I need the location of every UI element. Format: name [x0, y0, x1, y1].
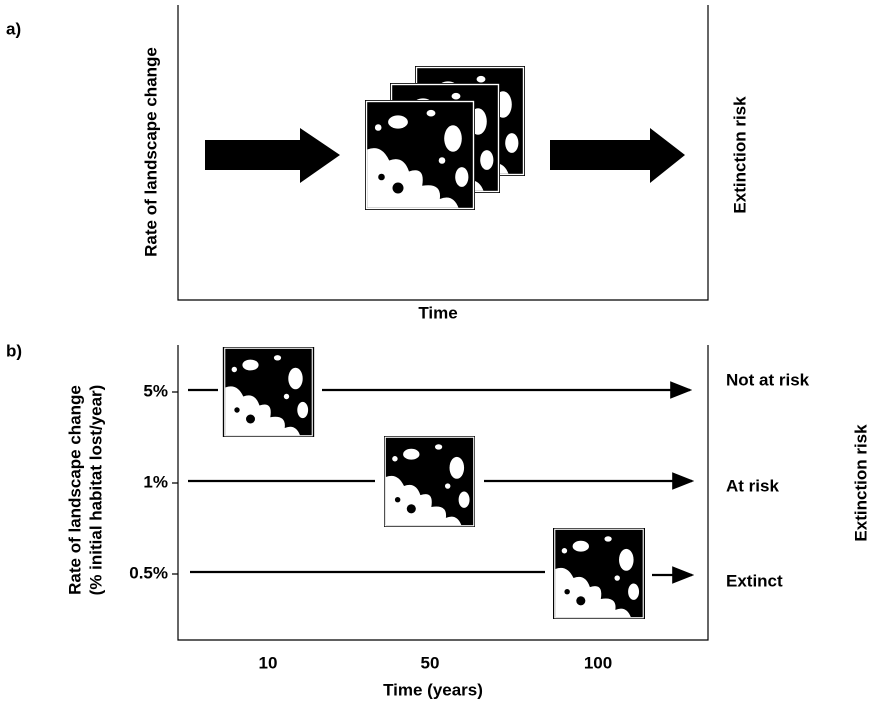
y-axis-label: (% initial habitat lost/year)	[86, 385, 105, 596]
y-axis-label: Rate of landscape change	[141, 47, 160, 257]
rate-label: 5%	[143, 381, 168, 400]
panel-label: a)	[6, 19, 21, 38]
landscape-image	[384, 436, 475, 527]
x-tick-label: 50	[421, 653, 440, 672]
rate-label: 0.5%	[129, 563, 168, 582]
panel-label: b)	[6, 341, 22, 360]
big-arrow	[205, 128, 340, 183]
x-tick-label: 100	[584, 653, 612, 672]
tick-mark	[172, 391, 178, 575]
outcome-label: Extinction risk	[730, 96, 749, 214]
panel-b-frame	[177, 345, 709, 641]
x-tick-label: 10	[259, 653, 278, 672]
landscape-image	[222, 347, 315, 437]
landscape-image	[553, 528, 645, 619]
rate-label: 1%	[143, 472, 168, 491]
x-axis-label: Time (years)	[383, 680, 483, 699]
panel-a-frame	[177, 5, 709, 301]
outcome-axis-label: Extinction risk	[851, 424, 870, 542]
x-axis-label: Time	[418, 303, 457, 322]
landscape-image	[365, 100, 475, 210]
outcome-label: Not at risk	[726, 370, 810, 389]
big-arrow	[550, 128, 685, 183]
outcome-label: At risk	[726, 476, 779, 495]
y-axis-label: Rate of landscape change	[65, 385, 84, 595]
outcome-label: Extinct	[726, 571, 783, 590]
